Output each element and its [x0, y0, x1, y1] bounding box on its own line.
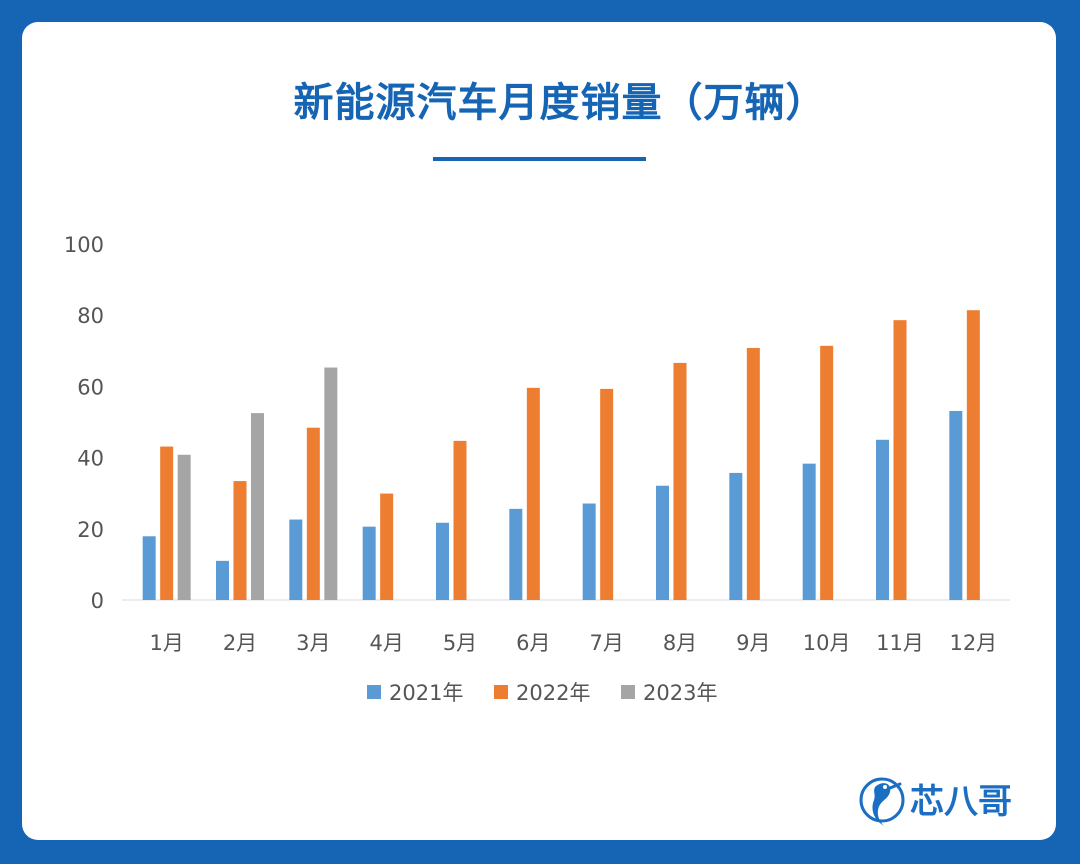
bar-2021年-5月: [436, 522, 449, 600]
bar-2022年-5月: [453, 440, 467, 600]
bar-2021年-3月: [289, 519, 303, 600]
brand-logo: 芯八哥: [858, 770, 1028, 830]
bar-2022年-3月: [306, 427, 320, 600]
bar-2021年-11月: [876, 439, 889, 600]
bar-2023年-3月: [324, 367, 338, 600]
x-tick-label: 5月: [443, 631, 477, 655]
brand-logo-text: 芯八哥: [910, 782, 1012, 822]
y-tick-label: 0: [91, 589, 104, 613]
legend-label-2021年: 2021年: [389, 681, 463, 705]
title-underline: [433, 157, 646, 161]
bar-2022年-9月: [746, 347, 760, 600]
bar-2022年-4月: [380, 493, 394, 600]
bar-2022年-2月: [233, 481, 247, 600]
bar-2022年-1月: [160, 446, 174, 600]
bar-2022年-11月: [893, 320, 907, 600]
bar-2021年-6月: [509, 508, 523, 600]
x-tick-label: 8月: [663, 631, 697, 655]
legend-swatch-2023年: [621, 685, 635, 699]
legend-swatch-2022年: [494, 685, 508, 699]
legend-label-2022年: 2022年: [516, 681, 590, 705]
y-tick-label: 60: [77, 375, 104, 399]
x-tick-label: 11月: [876, 631, 924, 655]
bar-2022年-6月: [526, 387, 540, 600]
x-tick-label: 12月: [949, 631, 997, 655]
bar-2021年-9月: [729, 472, 743, 600]
bar-2021年-7月: [582, 503, 596, 600]
bar-2022年-10月: [820, 345, 834, 600]
bar-2021年-4月: [362, 526, 376, 600]
y-tick-label: 40: [77, 447, 104, 471]
y-tick-label: 80: [77, 304, 104, 328]
x-tick-label: 6月: [516, 631, 550, 655]
bar-2021年-12月: [949, 410, 963, 600]
bar-2021年-2月: [216, 560, 229, 600]
bar-2022年-12月: [966, 310, 980, 600]
x-tick-label: 10月: [803, 631, 851, 655]
chart-title: 新能源汽车月度销量（万辆）: [293, 80, 827, 126]
y-tick-label: 20: [77, 518, 104, 542]
bar-2023年-2月: [251, 413, 264, 600]
x-tick-label: 4月: [369, 631, 403, 655]
legend-swatch-2021年: [367, 685, 381, 699]
bar-2023年-1月: [177, 454, 191, 600]
legend-label-2023年: 2023年: [643, 681, 717, 705]
x-tick-label: 9月: [736, 631, 770, 655]
x-tick-label: 1月: [149, 631, 183, 655]
x-tick-label: 3月: [296, 631, 330, 655]
x-tick-label: 2月: [223, 631, 257, 655]
bar-2021年-10月: [802, 463, 816, 600]
bar-2021年-8月: [656, 485, 669, 600]
x-tick-label: 7月: [589, 631, 623, 655]
bar-2021年-1月: [142, 536, 156, 600]
y-tick-label: 100: [64, 233, 104, 257]
bar-2022年-7月: [600, 388, 614, 600]
bar-2022年-8月: [673, 362, 687, 600]
bird-logo-icon: [859, 777, 905, 826]
